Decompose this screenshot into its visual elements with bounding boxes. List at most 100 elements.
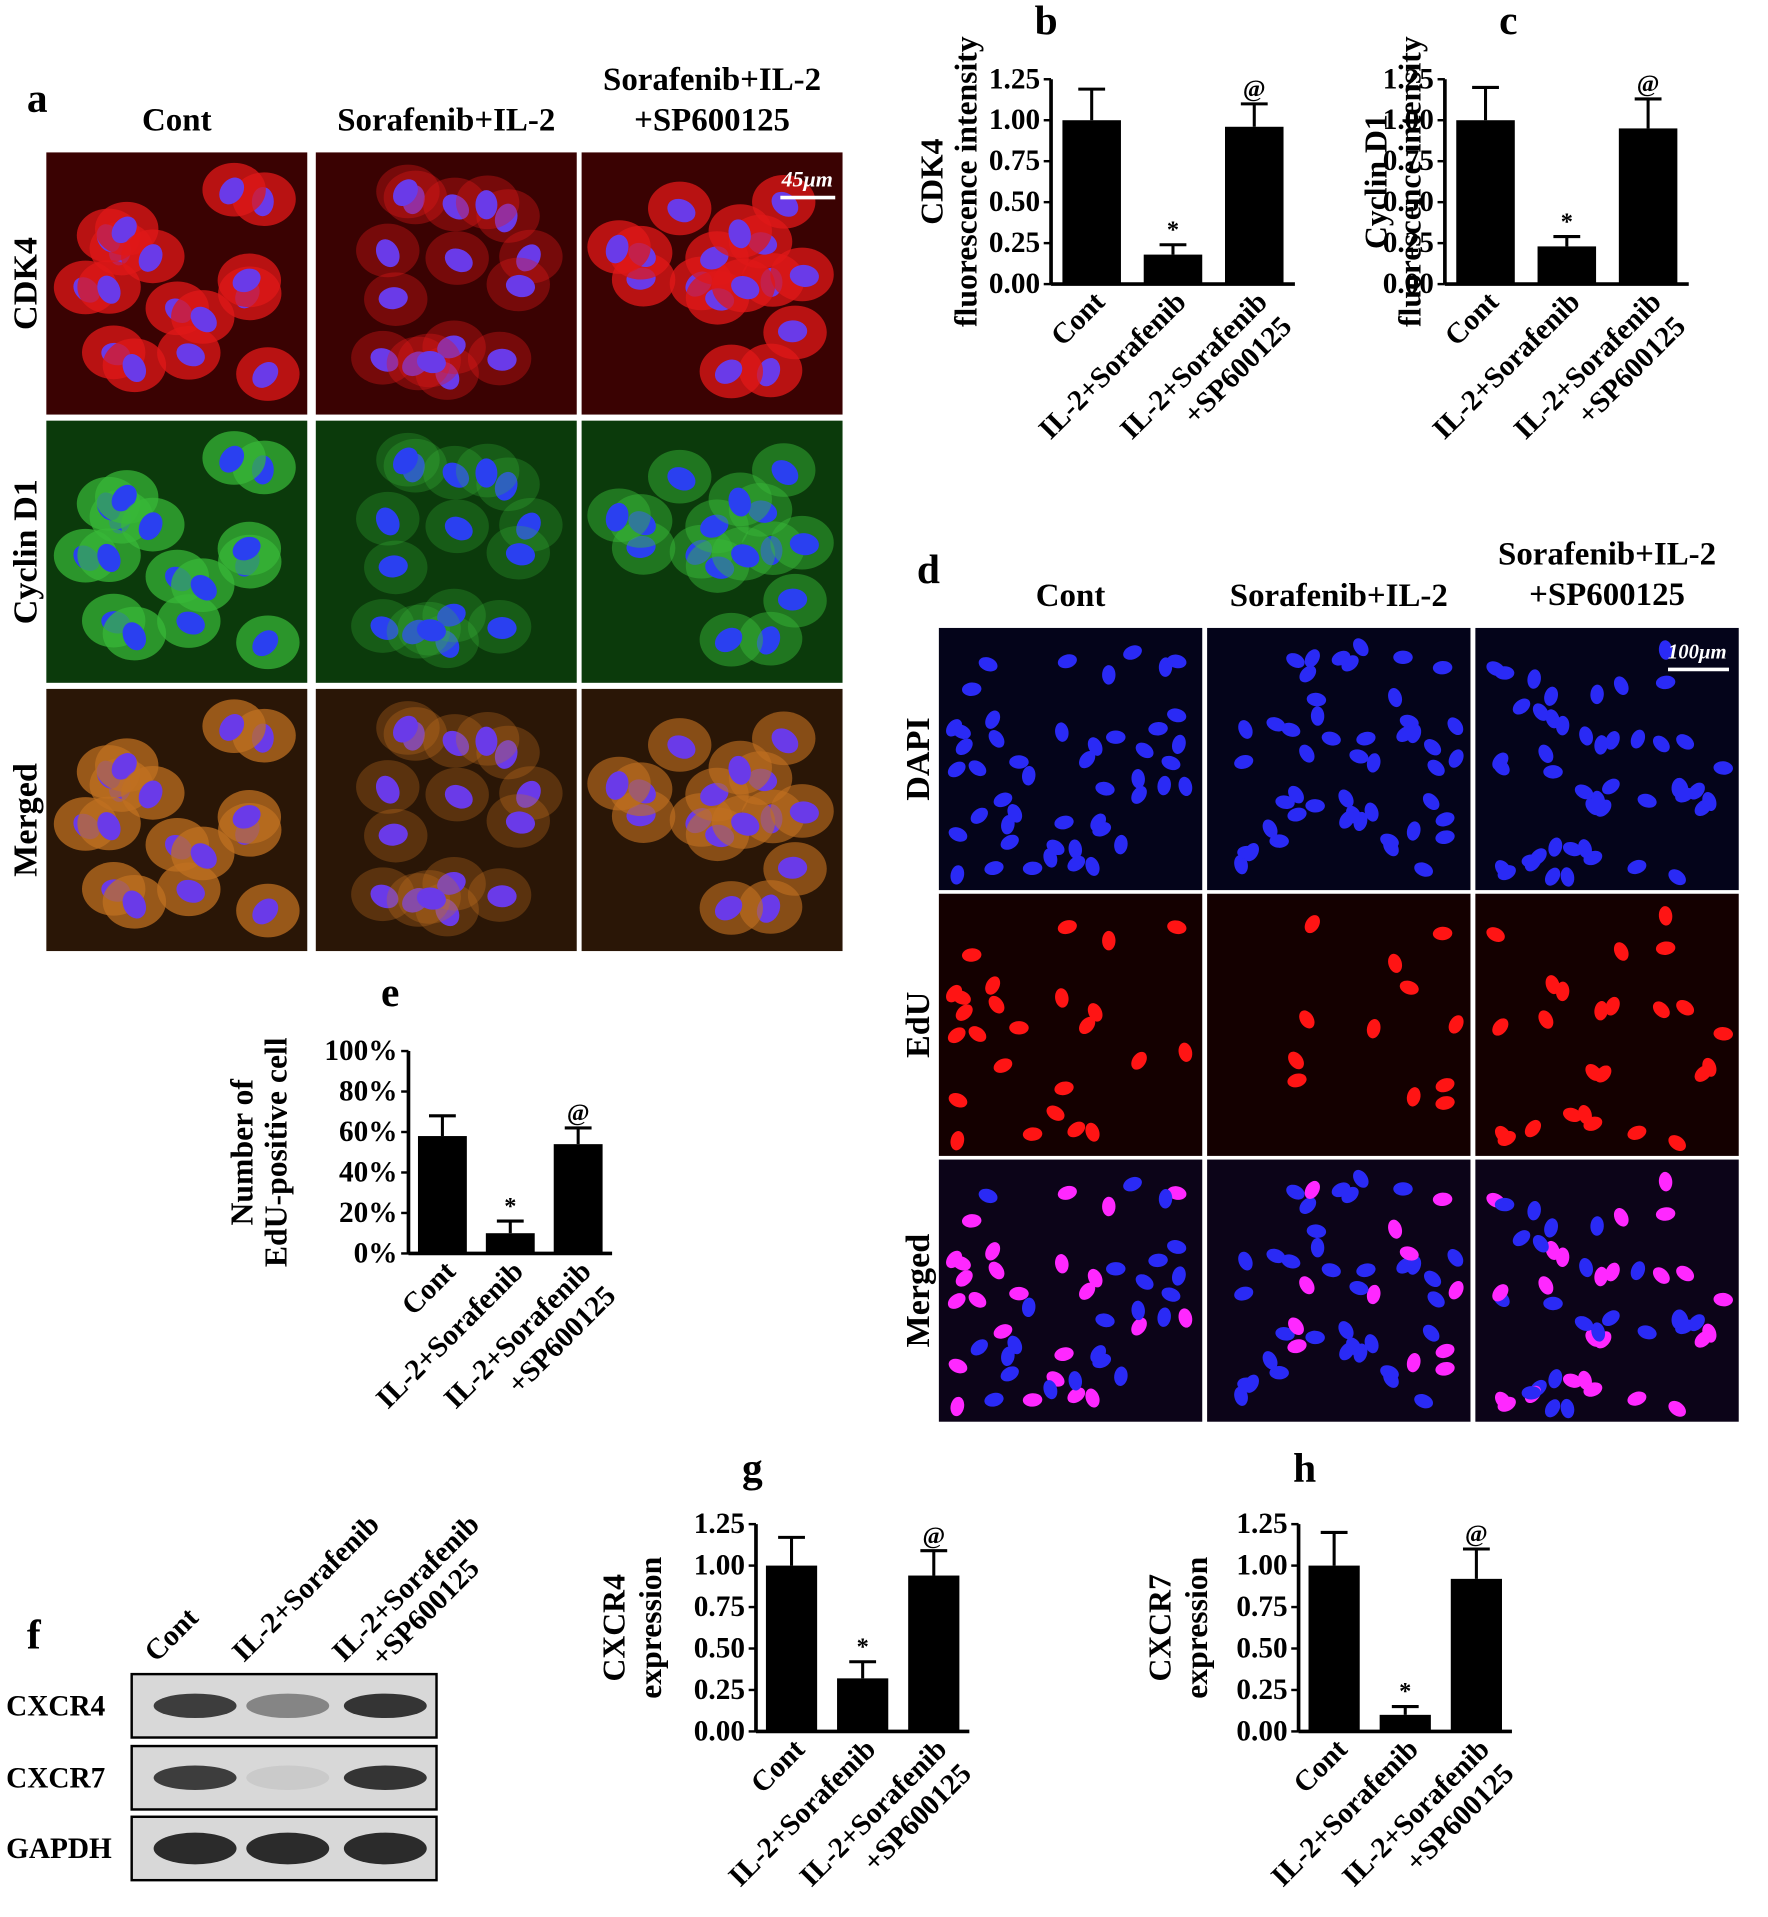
- nucleus: [393, 179, 418, 207]
- nucleus: [968, 760, 987, 777]
- nucleus: [416, 350, 446, 374]
- nucleus: [1157, 1307, 1171, 1327]
- nucleus: [1422, 793, 1440, 811]
- bar: [485, 1233, 535, 1254]
- nucleus: [176, 343, 205, 367]
- nucleus: [789, 801, 819, 824]
- nucleus: [1396, 1257, 1414, 1274]
- nucleus: [789, 264, 819, 287]
- nucleus: [1085, 856, 1100, 876]
- nucleus: [1079, 1016, 1096, 1035]
- panel-label: e: [381, 969, 399, 1015]
- nucleus: [1388, 953, 1403, 973]
- nucleus: [1579, 726, 1594, 746]
- nucleus: [1668, 1400, 1686, 1417]
- blot-row-label: CXCR7: [6, 1763, 105, 1795]
- nucleus: [1349, 1281, 1369, 1296]
- nucleus: [232, 536, 261, 561]
- nucleus: [1281, 722, 1301, 737]
- micrograph: [581, 420, 843, 683]
- nucleus: [993, 1058, 1013, 1073]
- y-axis-label: CDK4: [915, 138, 950, 224]
- nucleus: [1366, 1284, 1381, 1305]
- nucleus: [252, 898, 279, 925]
- nucleus: [970, 1339, 988, 1356]
- nucleus: [1583, 850, 1603, 866]
- nucleus: [1000, 834, 1019, 850]
- y-tick-label: 1.00: [989, 104, 1040, 136]
- nucleus: [1364, 802, 1379, 822]
- nucleus: [1288, 785, 1304, 804]
- nucleus: [1492, 1018, 1509, 1036]
- y-tick-label: 0.75: [694, 1591, 745, 1623]
- nucleus: [1178, 1042, 1193, 1062]
- nucleus: [1422, 1324, 1440, 1342]
- nucleus: [731, 812, 760, 836]
- nucleus: [985, 976, 1001, 995]
- nucleus: [1095, 1313, 1115, 1328]
- nucleus: [1331, 650, 1351, 666]
- y-tick-label: 1.25: [1383, 63, 1434, 95]
- nucleus: [1234, 754, 1254, 769]
- nucleus: [219, 713, 245, 741]
- nucleus: [176, 611, 205, 635]
- nucleus: [1655, 941, 1676, 955]
- nucleus: [1022, 861, 1043, 876]
- blot-row-label: CXCR4: [6, 1691, 105, 1723]
- nucleus: [1668, 869, 1686, 886]
- nucleus: [1435, 1078, 1455, 1093]
- nucleus: [605, 771, 629, 800]
- nucleus: [605, 502, 629, 532]
- bar: [765, 1565, 818, 1732]
- nucleus: [1338, 1321, 1354, 1340]
- nucleus: [475, 458, 498, 488]
- y-tick-label: 60%: [339, 1116, 398, 1148]
- nucleus: [1009, 755, 1029, 769]
- nucleus: [714, 627, 743, 653]
- nucleus: [1021, 765, 1036, 786]
- nucleus: [378, 555, 408, 578]
- nucleus: [1339, 810, 1355, 829]
- nucleus: [1131, 1051, 1147, 1070]
- micrograph: [315, 152, 577, 415]
- y-tick-label: 1.00: [1383, 104, 1434, 136]
- nucleus: [475, 726, 498, 756]
- nucleus: [1243, 1374, 1259, 1393]
- nucleus: [1423, 739, 1442, 756]
- nucleus: [1131, 769, 1145, 789]
- y-tick-label: 20%: [339, 1197, 398, 1229]
- nucleus: [1655, 1207, 1676, 1221]
- nucleus: [731, 275, 760, 300]
- nucleus: [667, 198, 696, 223]
- nucleus: [1613, 676, 1629, 695]
- nucleus: [138, 780, 163, 809]
- nucleus: [1543, 765, 1563, 779]
- nucleus: [984, 1392, 1004, 1407]
- nucleus: [771, 728, 799, 754]
- nucleus: [1591, 790, 1606, 810]
- bar: [1456, 120, 1515, 285]
- nucleus: [1688, 1314, 1705, 1332]
- nucleus: [947, 1027, 966, 1044]
- nucleus: [1560, 867, 1575, 887]
- y-tick-label: 1.00: [694, 1550, 745, 1582]
- nucleus: [1043, 1380, 1058, 1400]
- nucleus: [1590, 684, 1604, 705]
- nucleus: [1269, 1366, 1289, 1380]
- nucleus: [1494, 860, 1512, 878]
- nucleus: [1095, 781, 1115, 796]
- nucleus: [1275, 1327, 1295, 1341]
- nucleus: [1356, 1263, 1376, 1278]
- nucleus: [505, 274, 536, 298]
- column-header: Sorafenib+IL-2: [1230, 578, 1448, 614]
- nucleus: [416, 887, 446, 910]
- y-tick-label: 0.50: [1236, 1633, 1287, 1665]
- panel-label: a: [27, 75, 48, 121]
- nucleus: [1304, 649, 1320, 668]
- nucleus: [1067, 1387, 1086, 1404]
- nucleus: [748, 500, 778, 523]
- nucleus: [1178, 1308, 1193, 1328]
- nucleus: [1087, 1003, 1103, 1022]
- nucleus: [219, 445, 245, 473]
- nucleus: [1399, 980, 1419, 995]
